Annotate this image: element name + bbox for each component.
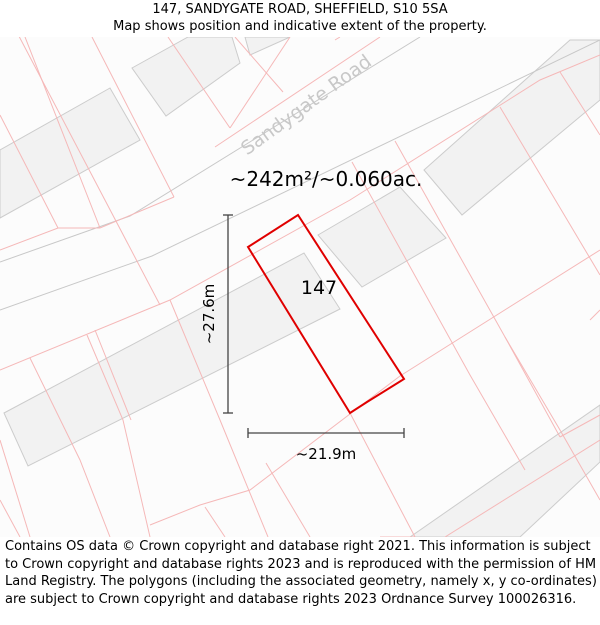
height-measure-label: ~27.6m: [200, 284, 218, 345]
copyright-notice: Contains OS data © Crown copyright and d…: [5, 539, 597, 607]
building: [0, 87, 141, 219]
road-label: Sandygate Road: [237, 51, 376, 160]
map-subtitle: Map shows position and indicative extent…: [113, 19, 487, 34]
property-address: 147, SANDYGATE ROAD, SHEFFIELD, S10 5SA: [152, 2, 448, 17]
map-header: 147, SANDYGATE ROAD, SHEFFIELD, S10 5SA …: [0, 0, 600, 38]
parcel-lines: [0, 37, 600, 537]
width-measure-label: ~21.9m: [296, 445, 357, 463]
building: [409, 404, 600, 537]
property-map[interactable]: Sandygate Road ~242m²/~0.060ac. 147 ~27.…: [0, 37, 600, 537]
measurements: [223, 214, 405, 438]
road-edge-south: [0, 39, 600, 311]
building: [317, 186, 447, 288]
building: [244, 37, 291, 56]
road-edges: [0, 37, 600, 311]
area-label: ~242m²/~0.060ac.: [230, 167, 423, 191]
road-edge-north: [0, 37, 421, 263]
property-outline[interactable]: [246, 213, 406, 415]
map-canvas: Sandygate Road ~242m²/~0.060ac. 147 ~27.…: [0, 37, 600, 537]
building: [131, 37, 241, 117]
plot-number: 147: [301, 277, 337, 299]
building: [3, 252, 341, 467]
